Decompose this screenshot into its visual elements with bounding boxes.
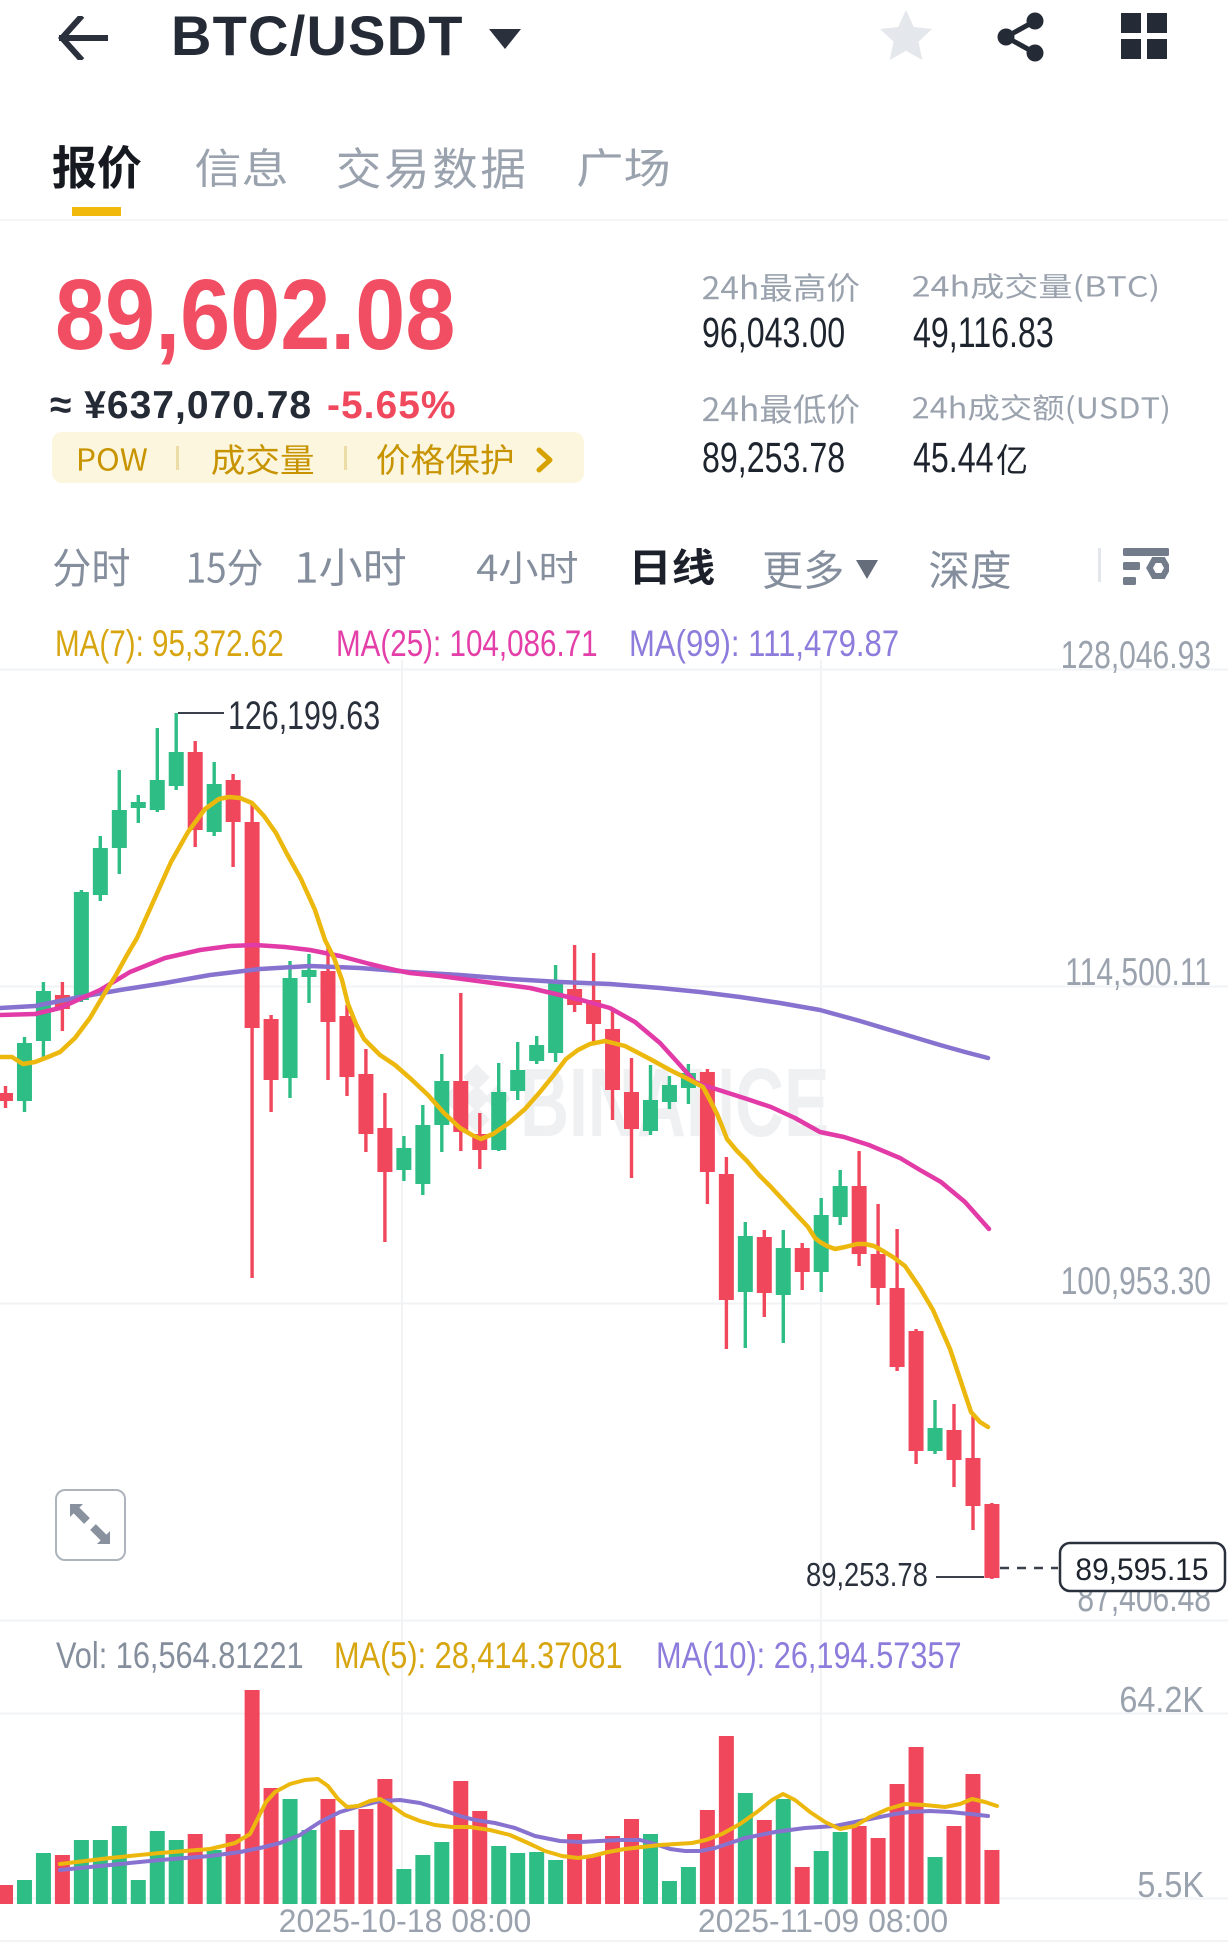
svg-text:128,046.93: 128,046.93 [1061, 635, 1211, 677]
svg-text:2025-10-18 08:00: 2025-10-18 08:00 [279, 1903, 532, 1939]
svg-text:2025-11-09 08:00: 2025-11-09 08:00 [698, 1903, 948, 1939]
svg-text:126,199.63: 126,199.63 [228, 693, 380, 738]
svg-text:100,953.30: 100,953.30 [1061, 1261, 1211, 1303]
svg-text:BINANCE: BINANCE [520, 1048, 829, 1157]
svg-text:89,595.15: 89,595.15 [1075, 1551, 1208, 1587]
svg-text:5.5K: 5.5K [1137, 1865, 1204, 1905]
svg-text:64.2K: 64.2K [1119, 1680, 1204, 1720]
svg-text:114,500.11: 114,500.11 [1065, 952, 1211, 994]
svg-text:89,253.78: 89,253.78 [806, 1558, 928, 1594]
